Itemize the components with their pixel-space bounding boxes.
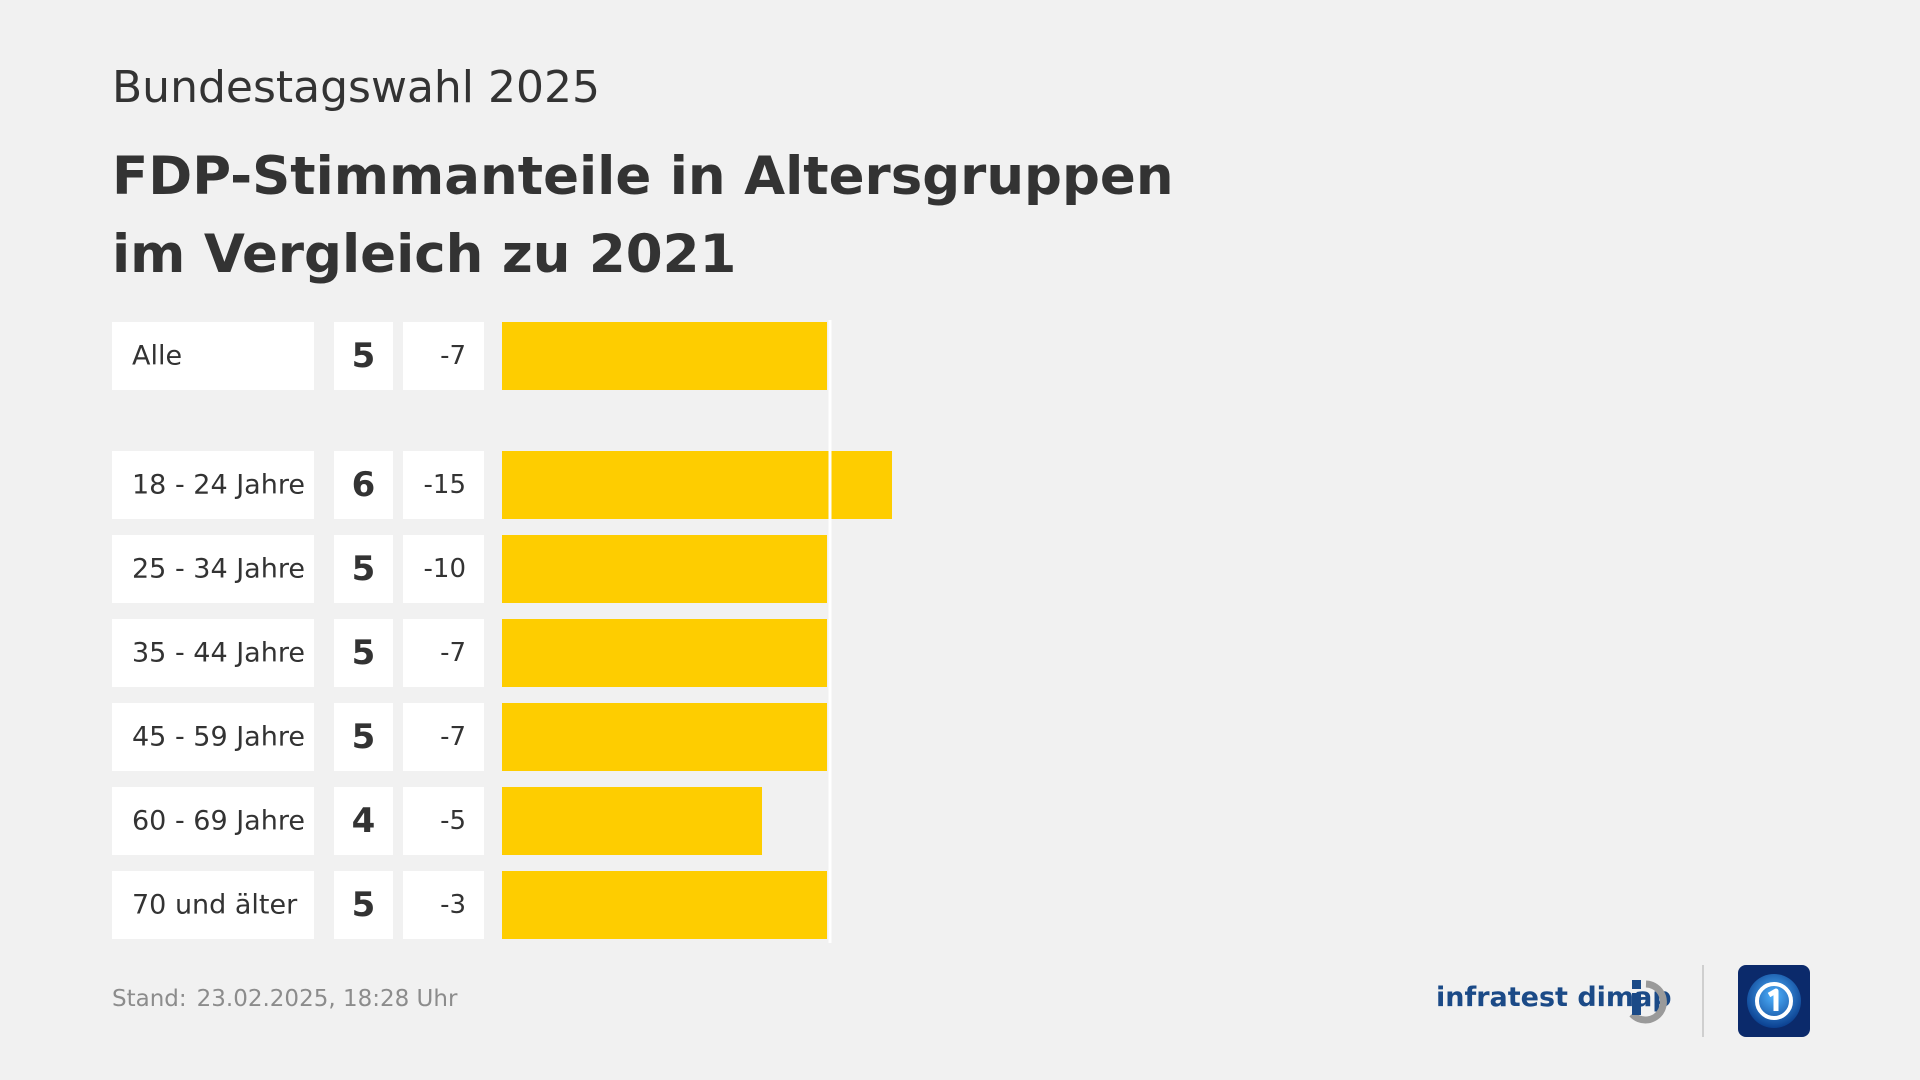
bar: [502, 871, 827, 939]
value-label-box: [334, 703, 393, 771]
category-label: 45 - 59 Jahre: [132, 722, 305, 753]
timestamp-label: Stand:: [112, 986, 187, 1012]
bar: [502, 703, 827, 771]
chart-title: FDP-Stimmanteile in Altersgruppen im Ver…: [112, 138, 1212, 294]
bar: [502, 451, 892, 519]
value-label: 5: [352, 885, 376, 925]
value-label-box: [334, 535, 393, 603]
category-label-box: [112, 451, 314, 519]
category-label: 70 und älter: [132, 890, 298, 921]
category-label: 25 - 34 Jahre: [132, 554, 305, 585]
category-label-box: [112, 322, 314, 390]
supertitle: Bundestagswahl 2025: [112, 62, 600, 113]
bar: [502, 787, 762, 855]
value-label: 6: [352, 465, 376, 505]
change-label-box: [403, 451, 484, 519]
change-label-box: [403, 535, 484, 603]
change-label: -15: [424, 470, 466, 500]
category-label-box: [112, 787, 314, 855]
value-label: 4: [352, 801, 376, 841]
category-label: 60 - 69 Jahre: [132, 806, 305, 837]
category-label-box: [112, 535, 314, 603]
value-label: 5: [352, 336, 376, 376]
footer-divider: [1702, 965, 1704, 1037]
bar: [502, 535, 827, 603]
timestamp: Stand: 23.02.2025, 18:28 Uhr: [112, 986, 467, 1012]
chart-title-line-1: FDP-Stimmanteile in Altersgruppen: [112, 146, 1174, 207]
value-label-box: [334, 619, 393, 687]
value-label: 5: [352, 717, 376, 757]
value-label: 5: [352, 633, 376, 673]
change-label: -7: [440, 341, 466, 371]
change-label: -5: [440, 806, 466, 836]
category-label-box: [112, 703, 314, 771]
ard-tagesschau-logo-icon: [1738, 965, 1810, 1037]
bar: [502, 619, 827, 687]
category-label: 35 - 44 Jahre: [132, 638, 305, 669]
timestamp-value: 23.02.2025, 18:28 Uhr: [196, 986, 458, 1012]
change-label: -3: [440, 890, 466, 920]
value-label-box: [334, 322, 393, 390]
change-label-box: [403, 322, 484, 390]
value-label: 5: [352, 549, 376, 589]
bar: [502, 322, 827, 390]
change-label-box: [403, 787, 484, 855]
value-label-box: [334, 787, 393, 855]
value-label-box: [334, 451, 393, 519]
change-label-box: [403, 619, 484, 687]
category-label: 18 - 24 Jahre: [132, 470, 305, 501]
category-label-box: [112, 619, 314, 687]
value-label-box: [334, 871, 393, 939]
change-label: -7: [440, 722, 466, 752]
change-label: -10: [424, 554, 466, 584]
change-label-box: [403, 871, 484, 939]
change-label-box: [403, 703, 484, 771]
category-label: Alle: [132, 341, 182, 372]
chart-title-line-2: im Vergleich zu 2021: [112, 224, 737, 285]
change-label: -7: [440, 638, 466, 668]
infratest-dimap-logo-icon: [1629, 980, 1667, 1024]
category-label-box: [112, 871, 314, 939]
